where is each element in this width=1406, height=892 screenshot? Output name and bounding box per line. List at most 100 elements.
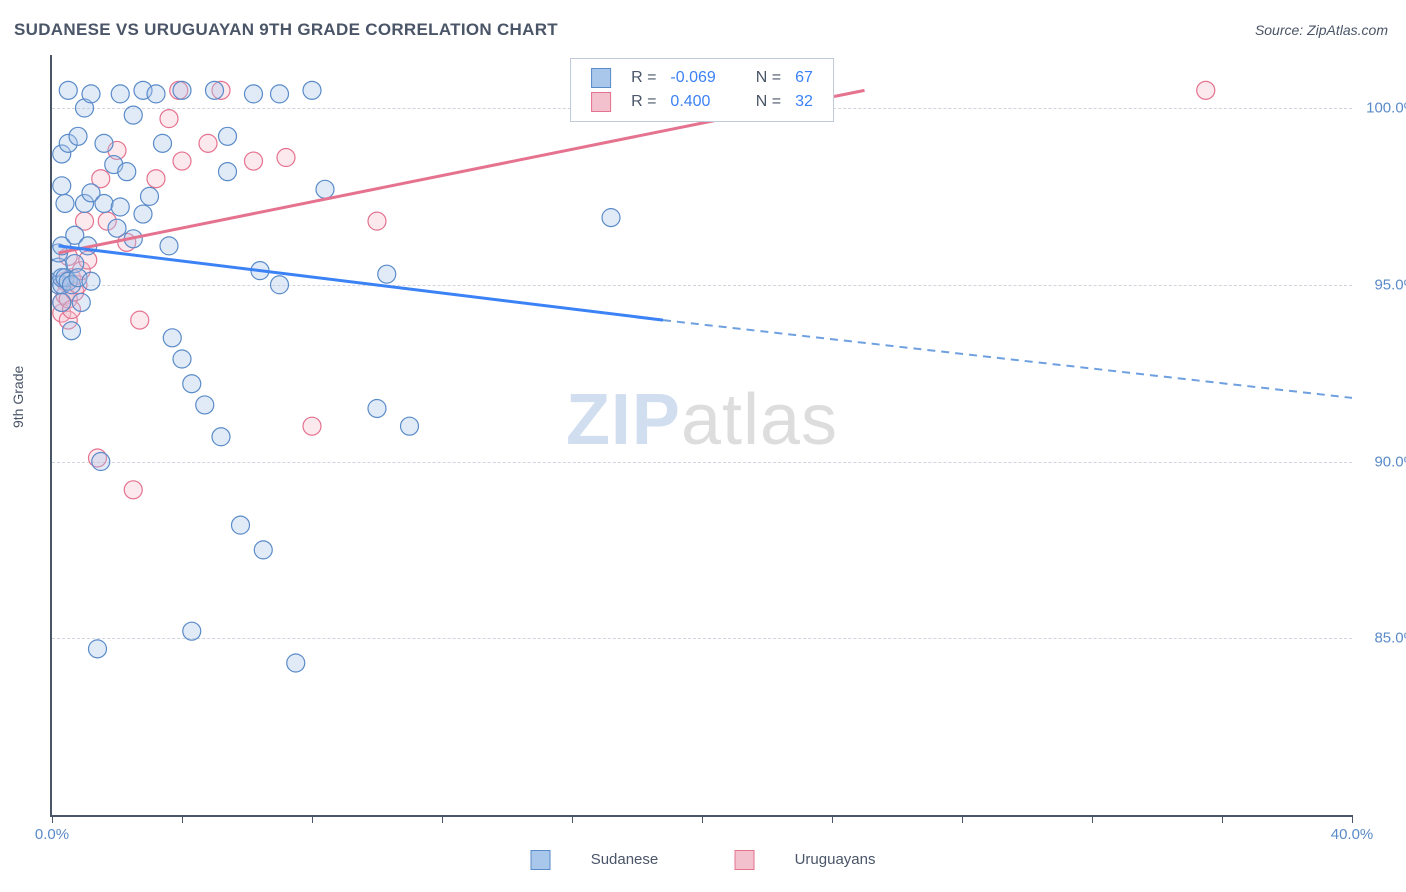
xtick-label: 40.0%	[1331, 826, 1374, 843]
xtick	[832, 815, 833, 823]
plot-area: ZIPatlas R = -0.069 N = 67 R = 0.400 N =	[50, 55, 1352, 817]
data-point-sudanese	[53, 293, 71, 311]
data-point-sudanese	[89, 640, 107, 658]
data-point-sudanese	[59, 81, 77, 99]
swatch-uruguayans-bottom	[734, 850, 754, 870]
data-point-sudanese	[118, 163, 136, 181]
data-point-uruguayans	[147, 170, 165, 188]
data-point-sudanese	[232, 516, 250, 534]
data-point-sudanese	[254, 541, 272, 559]
data-point-sudanese	[173, 81, 191, 99]
xtick	[572, 815, 573, 823]
r-value-uruguayans: 0.400	[664, 91, 721, 113]
legend-label-uruguayans: Uruguayans	[795, 851, 876, 868]
swatch-sudanese	[591, 68, 611, 88]
trend-line	[59, 246, 664, 320]
xtick	[962, 815, 963, 823]
data-point-sudanese	[53, 177, 71, 195]
data-point-uruguayans	[368, 212, 386, 230]
swatch-uruguayans	[591, 92, 611, 112]
ytick-label: 100.0%	[1357, 100, 1406, 117]
data-point-sudanese	[271, 276, 289, 294]
data-point-sudanese	[401, 417, 419, 435]
data-point-sudanese	[160, 237, 178, 255]
r-value-sudanese: -0.069	[664, 67, 721, 89]
data-point-sudanese	[196, 396, 214, 414]
data-point-sudanese	[378, 265, 396, 283]
data-point-uruguayans	[303, 417, 321, 435]
y-axis-label: 9th Grade	[10, 366, 26, 428]
legend-row-sudanese: R = -0.069 N = 67	[585, 67, 819, 89]
data-point-sudanese	[212, 428, 230, 446]
n-value-sudanese: 67	[789, 67, 819, 89]
data-point-sudanese	[206, 81, 224, 99]
data-point-sudanese	[69, 127, 87, 145]
data-point-sudanese	[82, 272, 100, 290]
xtick	[1222, 815, 1223, 823]
data-point-uruguayans	[160, 110, 178, 128]
data-point-sudanese	[154, 134, 172, 152]
legend-item-uruguayans: Uruguayans	[716, 851, 893, 868]
data-point-sudanese	[183, 622, 201, 640]
series-legend: Sudanese Uruguayans	[495, 850, 912, 870]
correlation-legend: R = -0.069 N = 67 R = 0.400 N = 32	[570, 58, 834, 122]
data-point-uruguayans	[124, 481, 142, 499]
trend-line	[663, 320, 1352, 398]
data-point-uruguayans	[199, 134, 217, 152]
xtick	[1092, 815, 1093, 823]
data-point-uruguayans	[245, 152, 263, 170]
data-point-sudanese	[287, 654, 305, 672]
xtick	[182, 815, 183, 823]
data-point-uruguayans	[131, 311, 149, 329]
swatch-sudanese-bottom	[531, 850, 551, 870]
data-point-sudanese	[271, 85, 289, 103]
xtick	[442, 815, 443, 823]
data-point-sudanese	[82, 85, 100, 103]
r-label: R =	[625, 91, 662, 113]
n-label: N =	[750, 91, 787, 113]
data-point-sudanese	[63, 322, 81, 340]
xtick	[1352, 815, 1353, 823]
ytick-label: 95.0%	[1357, 276, 1406, 293]
data-point-sudanese	[108, 219, 126, 237]
data-point-uruguayans	[277, 149, 295, 167]
ytick-label: 90.0%	[1357, 453, 1406, 470]
data-point-sudanese	[111, 198, 129, 216]
data-point-sudanese	[56, 194, 74, 212]
data-point-sudanese	[219, 163, 237, 181]
xtick	[312, 815, 313, 823]
data-point-sudanese	[316, 180, 334, 198]
data-point-sudanese	[134, 205, 152, 223]
n-label: N =	[750, 67, 787, 89]
data-point-sudanese	[183, 375, 201, 393]
r-label: R =	[625, 67, 662, 89]
xtick	[702, 815, 703, 823]
data-point-sudanese	[219, 127, 237, 145]
xtick	[52, 815, 53, 823]
plot-svg	[52, 55, 1352, 815]
data-point-sudanese	[111, 85, 129, 103]
data-point-sudanese	[72, 293, 90, 311]
ytick-label: 85.0%	[1357, 630, 1406, 647]
data-point-sudanese	[141, 187, 159, 205]
legend-item-sudanese: Sudanese	[513, 851, 681, 868]
data-point-uruguayans	[1197, 81, 1215, 99]
source-attribution: Source: ZipAtlas.com	[1255, 22, 1388, 38]
n-value-uruguayans: 32	[789, 91, 819, 113]
data-point-sudanese	[163, 329, 181, 347]
legend-label-sudanese: Sudanese	[591, 851, 659, 868]
xtick-label: 0.0%	[35, 826, 69, 843]
data-point-sudanese	[245, 85, 263, 103]
data-point-uruguayans	[173, 152, 191, 170]
legend-row-uruguayans: R = 0.400 N = 32	[585, 91, 819, 113]
data-point-sudanese	[147, 85, 165, 103]
data-point-sudanese	[95, 194, 113, 212]
data-point-sudanese	[95, 134, 113, 152]
data-point-sudanese	[92, 453, 110, 471]
data-point-sudanese	[602, 209, 620, 227]
data-point-sudanese	[303, 81, 321, 99]
data-point-sudanese	[173, 350, 191, 368]
chart-title: SUDANESE VS URUGUAYAN 9TH GRADE CORRELAT…	[14, 20, 558, 40]
data-point-sudanese	[124, 106, 142, 124]
data-point-sudanese	[368, 399, 386, 417]
